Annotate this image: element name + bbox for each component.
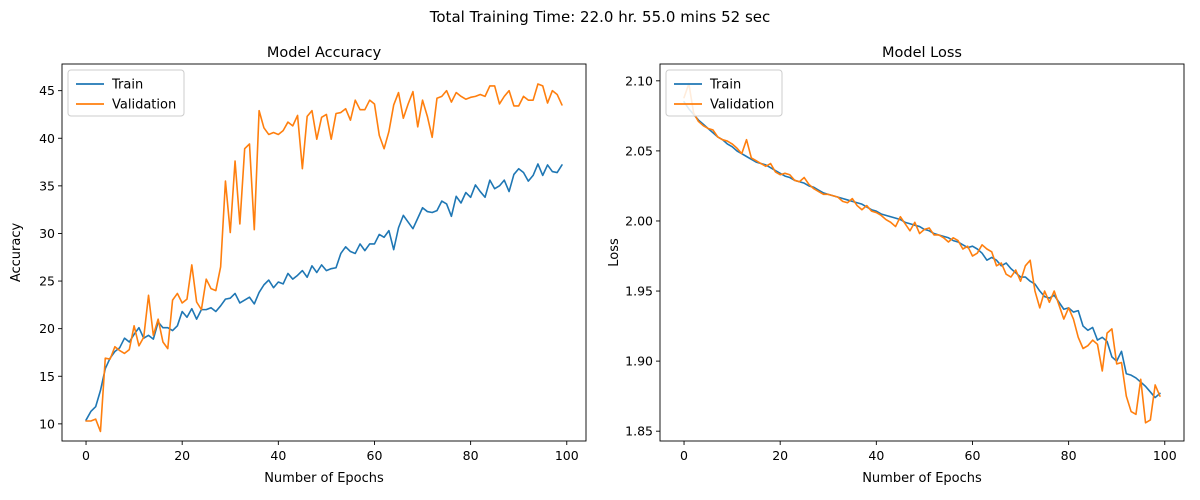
legend-label-train: Train (709, 78, 741, 93)
accuracy-chart: Model Accuracy 0 20 40 60 80 100 10 15 20 25 30 35 40… (9, 45, 587, 486)
y-tick-label: 1.95 (625, 284, 653, 299)
y-axis-label: Loss (607, 238, 622, 267)
legend-label-train: Train (111, 78, 143, 93)
y-tick-label: 2.00 (625, 213, 653, 228)
plot-frame (659, 63, 1185, 442)
x-tick-label: 60 (367, 448, 383, 463)
y-tick-label: 40 (39, 131, 55, 146)
chart-title: Model Loss (882, 45, 962, 61)
x-tick-label: 100 (1153, 448, 1177, 463)
loss-chart: Model Loss 0 20 40 60 80 100 1.85 1.90 1.95 2.00 2.… (607, 45, 1185, 486)
x-tick-label: 0 (82, 448, 90, 463)
series-line-validation (683, 82, 1161, 424)
y-tick-label: 1.90 (625, 354, 653, 369)
x-tick-label: 0 (680, 448, 688, 463)
figure-suptitle: Total Training Time: 22.0 hr. 55.0 mins … (429, 8, 770, 26)
x-tick-label: 20 (174, 448, 190, 463)
legend: Train Validation (67, 69, 185, 117)
plot-frame (61, 63, 587, 442)
y-tick-label: 1.85 (625, 424, 653, 439)
x-tick-label: 100 (555, 448, 579, 463)
y-tick-label: 25 (39, 274, 55, 289)
x-tick-label: 20 (772, 448, 788, 463)
y-tick-label: 20 (39, 321, 55, 336)
x-tick-label: 60 (965, 448, 981, 463)
x-tick-label: 80 (463, 448, 479, 463)
series-line-train (683, 101, 1161, 399)
y-tick-label: 2.10 (625, 73, 653, 88)
legend-label-validation: Validation (710, 98, 774, 113)
y-tick-label: 2.05 (625, 143, 653, 158)
x-tick-label: 80 (1061, 448, 1077, 463)
y-tick-label: 10 (39, 416, 55, 431)
y-tick-label: 45 (39, 83, 55, 98)
series-line-train (85, 163, 563, 421)
y-tick-label: 35 (39, 178, 55, 193)
y-axis-label: Accuracy (9, 223, 24, 283)
legend: Train Validation (665, 69, 783, 117)
series-line-validation (85, 83, 563, 433)
x-axis-label: Number of Epochs (264, 471, 384, 486)
legend-label-validation: Validation (112, 98, 176, 113)
x-tick-label: 40 (868, 448, 884, 463)
chart-title: Model Accuracy (267, 45, 382, 61)
x-tick-label: 40 (270, 448, 286, 463)
y-tick-label: 15 (39, 369, 55, 384)
x-axis-label: Number of Epochs (862, 471, 982, 486)
y-tick-label: 30 (39, 226, 55, 241)
